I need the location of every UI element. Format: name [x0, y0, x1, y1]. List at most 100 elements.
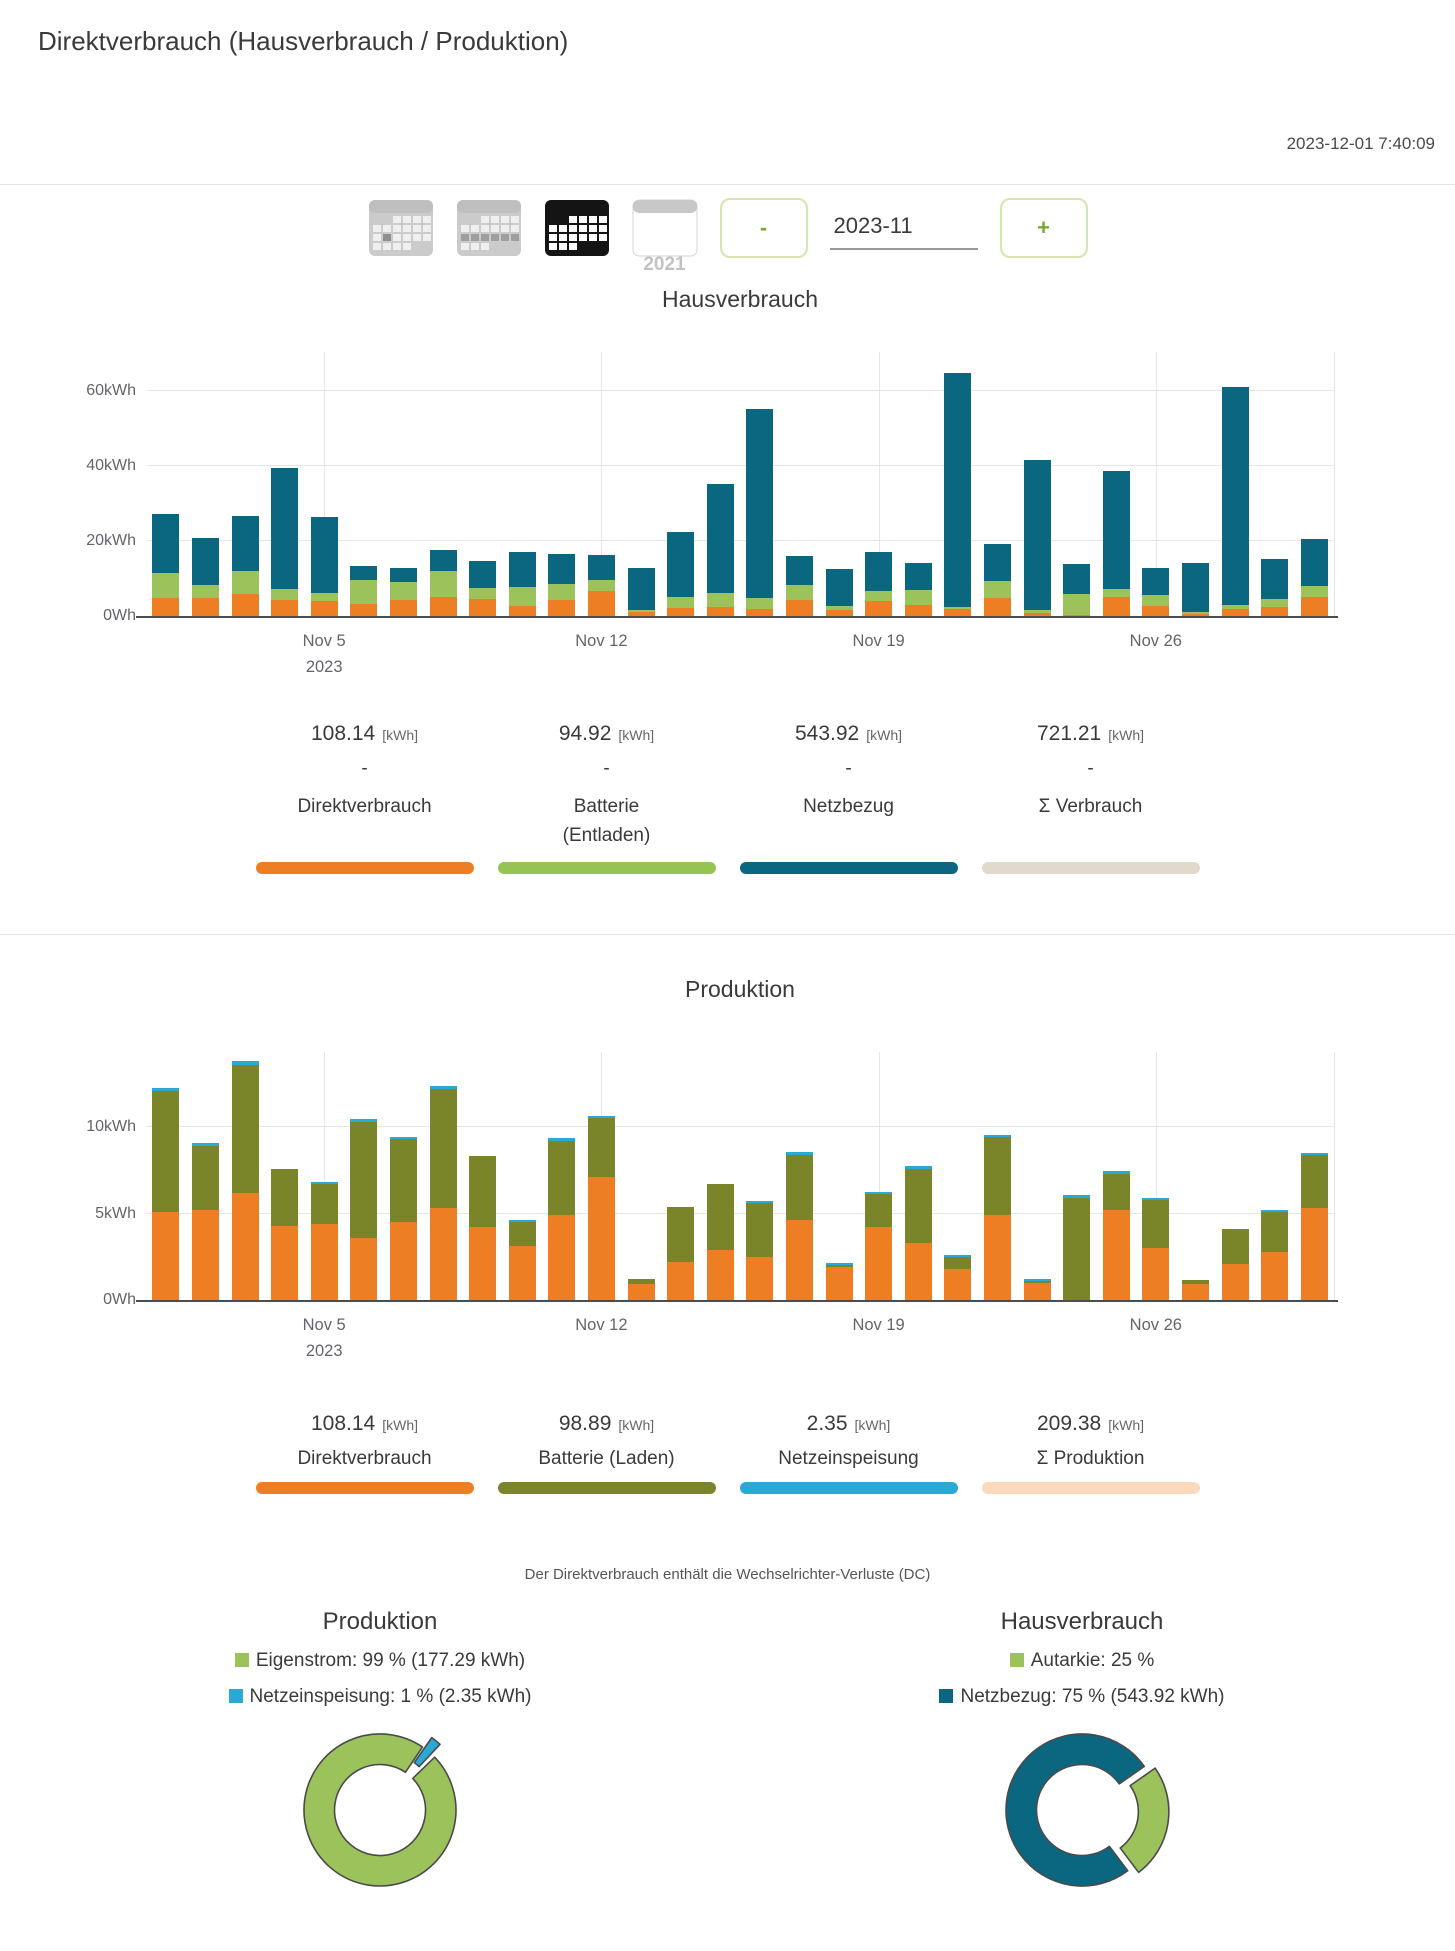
bar-segment-batterie-entladen-[interactable] — [983, 581, 1011, 599]
bar-nov-5[interactable] — [310, 1181, 338, 1300]
bar-nov-11[interactable] — [548, 1138, 576, 1300]
bar-segment-batterie-laden-[interactable] — [1300, 1154, 1328, 1209]
bar-segment-batterie-laden-[interactable] — [508, 1222, 536, 1247]
bar-segment-netzeinspeisung[interactable] — [310, 1181, 338, 1185]
bar-nov-4[interactable] — [271, 468, 299, 616]
calendar-day-icon-button[interactable] — [368, 199, 434, 257]
bar-nov-9[interactable] — [469, 1156, 497, 1300]
bar-nov-22[interactable] — [983, 543, 1011, 616]
bar-segment-direktverbrauch[interactable] — [350, 1237, 378, 1300]
bar-segment-direktverbrauch[interactable] — [1023, 612, 1051, 616]
bar-segment-batterie-laden-[interactable] — [389, 1139, 417, 1223]
bar-segment-direktverbrauch[interactable] — [1102, 596, 1130, 616]
bar-nov-19[interactable] — [865, 1191, 893, 1300]
bar-segment-direktverbrauch[interactable] — [508, 1246, 536, 1300]
bar-segment-batterie-entladen-[interactable] — [310, 592, 338, 601]
bar-nov-27[interactable] — [1181, 563, 1209, 616]
bar-segment-batterie-entladen-[interactable] — [587, 579, 615, 591]
bar-segment-direktverbrauch[interactable] — [785, 599, 813, 616]
bar-nov-6[interactable] — [350, 565, 378, 616]
bar-nov-2[interactable] — [191, 537, 219, 616]
bar-nov-9[interactable] — [469, 560, 497, 616]
donut-slice-netzeinspeisung[interactable] — [413, 1736, 441, 1768]
bar-segment-direktverbrauch[interactable] — [469, 1227, 497, 1300]
bar-segment-direktverbrauch[interactable] — [152, 598, 180, 616]
bar-nov-21[interactable] — [944, 1255, 972, 1300]
bar-segment-direktverbrauch[interactable] — [825, 610, 853, 616]
bar-segment-batterie-entladen-[interactable] — [1261, 599, 1289, 607]
next-period-button[interactable]: + — [999, 198, 1088, 258]
bar-segment-netzeinspeisung[interactable] — [1063, 1195, 1091, 1198]
bar-nov-6[interactable] — [350, 1119, 378, 1300]
bar-segment-batterie-entladen-[interactable] — [231, 570, 259, 594]
bar-nov-24[interactable] — [1063, 564, 1091, 616]
bar-segment-netzbezug[interactable] — [271, 468, 299, 589]
bar-segment-direktverbrauch[interactable] — [1142, 1248, 1170, 1300]
bar-nov-2[interactable] — [191, 1143, 219, 1300]
bar-segment-direktverbrauch[interactable] — [191, 1210, 219, 1300]
bar-segment-batterie-entladen-[interactable] — [1023, 610, 1051, 613]
bar-segment-netzbezug[interactable] — [1063, 564, 1091, 594]
bar-segment-batterie-entladen-[interactable] — [271, 588, 299, 601]
bar-nov-23[interactable] — [1023, 1279, 1051, 1300]
bar-nov-17[interactable] — [785, 1152, 813, 1300]
bar-segment-batterie-laden-[interactable] — [667, 1206, 695, 1262]
bar-segment-batterie-entladen-[interactable] — [389, 581, 417, 600]
bar-segment-direktverbrauch[interactable] — [1300, 1208, 1328, 1300]
bar-segment-batterie-entladen-[interactable] — [825, 605, 853, 610]
bar-nov-3[interactable] — [231, 1061, 259, 1300]
bar-segment-batterie-laden-[interactable] — [1063, 1197, 1091, 1300]
bar-nov-28[interactable] — [1221, 386, 1249, 616]
bar-segment-netzeinspeisung[interactable] — [1261, 1210, 1289, 1212]
bar-segment-batterie-laden-[interactable] — [904, 1168, 932, 1243]
bar-nov-5[interactable] — [310, 516, 338, 616]
bar-segment-netzbezug[interactable] — [310, 516, 338, 593]
bar-segment-batterie-entladen-[interactable] — [508, 587, 536, 607]
bar-nov-7[interactable] — [389, 567, 417, 616]
bar-segment-netzbezug[interactable] — [1300, 539, 1328, 586]
bar-nov-13[interactable] — [627, 568, 655, 616]
bar-segment-netzbezug[interactable] — [865, 551, 893, 591]
bar-segment-batterie-laden-[interactable] — [825, 1265, 853, 1268]
calendar-year-icon-button[interactable]: 2021 — [632, 199, 698, 274]
bar-nov-11[interactable] — [548, 554, 576, 616]
bar-segment-batterie-laden-[interactable] — [350, 1121, 378, 1238]
bar-segment-direktverbrauch[interactable] — [1181, 614, 1209, 616]
bar-segment-batterie-entladen-[interactable] — [667, 596, 695, 609]
bar-segment-netzeinspeisung[interactable] — [152, 1088, 180, 1091]
bar-segment-batterie-entladen-[interactable] — [1300, 586, 1328, 597]
bar-segment-direktverbrauch[interactable] — [1300, 596, 1328, 616]
bar-nov-17[interactable] — [785, 555, 813, 616]
bar-segment-netzeinspeisung[interactable] — [944, 1255, 972, 1257]
bar-nov-20[interactable] — [904, 1165, 932, 1300]
bar-nov-29[interactable] — [1261, 1210, 1289, 1300]
bar-segment-direktverbrauch[interactable] — [548, 599, 576, 616]
bar-segment-direktverbrauch[interactable] — [865, 1227, 893, 1300]
bar-segment-batterie-laden-[interactable] — [1181, 1280, 1209, 1285]
bar-segment-batterie-laden-[interactable] — [1261, 1211, 1289, 1252]
bar-segment-batterie-laden-[interactable] — [1221, 1229, 1249, 1264]
bar-segment-batterie-laden-[interactable] — [429, 1088, 457, 1209]
bar-segment-netzbezug[interactable] — [152, 514, 180, 573]
period-input[interactable] — [829, 206, 978, 250]
bar-segment-direktverbrauch[interactable] — [271, 600, 299, 616]
bar-segment-direktverbrauch[interactable] — [587, 1177, 615, 1300]
bar-segment-netzbezug[interactable] — [1221, 386, 1249, 606]
bar-segment-batterie-entladen-[interactable] — [1221, 605, 1249, 610]
bar-nov-19[interactable] — [865, 551, 893, 616]
bar-nov-15[interactable] — [706, 1184, 734, 1300]
bar-segment-batterie-entladen-[interactable] — [1142, 595, 1170, 606]
legend-item-netzeinspeisung[interactable]: Netzeinspeisung: 1 % (2.35 kWh) — [80, 1686, 680, 1708]
bar-segment-netzbezug[interactable] — [508, 551, 536, 588]
bar-segment-netzeinspeisung[interactable] — [1023, 1279, 1051, 1282]
bar-segment-direktverbrauch[interactable] — [746, 608, 774, 616]
bar-segment-batterie-laden-[interactable] — [469, 1156, 497, 1228]
bar-segment-direktverbrauch[interactable] — [1261, 1251, 1289, 1300]
bar-segment-batterie-laden-[interactable] — [785, 1154, 813, 1221]
bar-segment-direktverbrauch[interactable] — [271, 1225, 299, 1300]
bar-segment-direktverbrauch[interactable] — [944, 609, 972, 616]
bar-segment-netzeinspeisung[interactable] — [350, 1119, 378, 1122]
bar-nov-26[interactable] — [1142, 1198, 1170, 1300]
bar-segment-netzbezug[interactable] — [904, 563, 932, 590]
bar-segment-direktverbrauch[interactable] — [667, 1261, 695, 1300]
